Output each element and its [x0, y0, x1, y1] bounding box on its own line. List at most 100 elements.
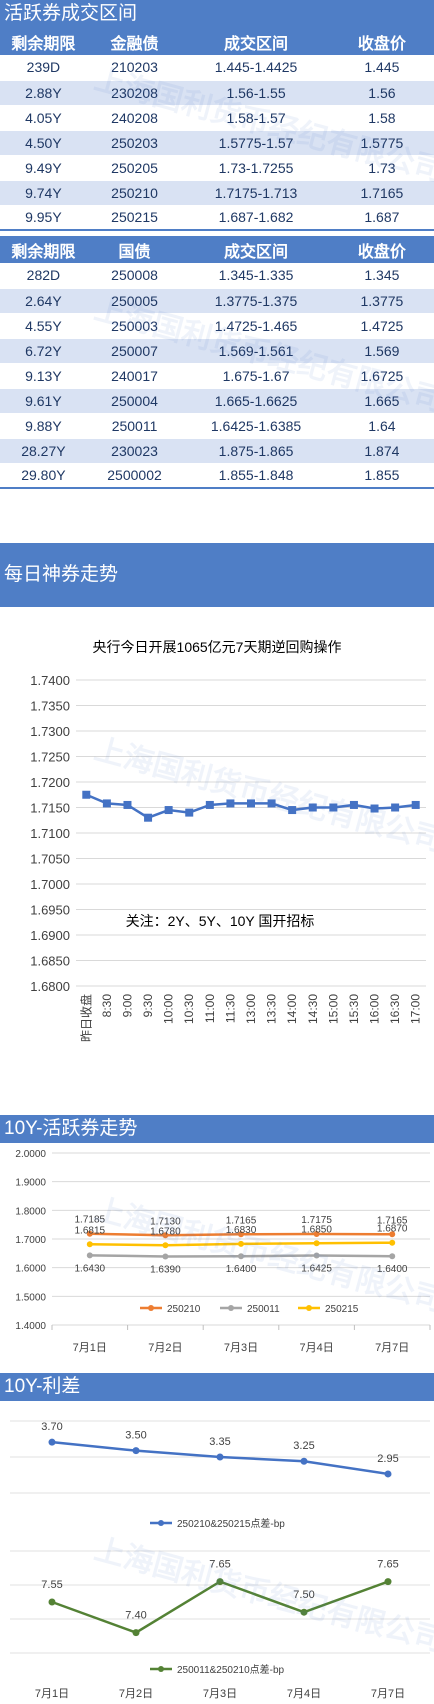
table-row: 4.05Y 240208 1.58-1.57 1.58 [0, 105, 434, 131]
data-point [86, 1230, 93, 1237]
cell-close: 1.687 [329, 205, 434, 231]
data-label: 1.6400 [226, 1264, 257, 1275]
chart-annotation: 关注：2Y、5Y、10Y 国开招标 [126, 913, 315, 929]
column-header-maturity: 剩余期限 [0, 28, 87, 55]
x-tick-label: 7月4日 [287, 1688, 321, 1700]
data-point [389, 1239, 396, 1246]
x-tick-label: 13:00 [244, 994, 258, 1024]
cell-bond-code: 250203 [86, 130, 183, 156]
data-point [162, 1253, 169, 1260]
cell-close: 1.6725 [329, 363, 434, 389]
spread-10y-chart: 3.70 3.50 3.35 3.25 2.95 7.55 7.40 7.65 7.50 7.65… [0, 1401, 434, 1704]
cell-maturity: 9.13Y [0, 363, 87, 389]
data-label: 3.50 [125, 1430, 146, 1442]
y-tick-label: 1.6900 [30, 928, 70, 943]
column-header-bond: 金融债 [86, 28, 183, 55]
y-tick-label: 1.7150 [30, 801, 70, 816]
x-tick-label: 10:30 [182, 994, 196, 1024]
cell-bond-code: 250205 [86, 155, 183, 181]
cell-close: 1.855 [329, 463, 434, 489]
cell-bond-code: 250008 [86, 263, 183, 289]
cell-bond-code: 230023 [86, 438, 183, 464]
data-point [411, 800, 420, 809]
y-tick-label: 1.7000 [30, 877, 70, 892]
cell-maturity: 9.61Y [0, 388, 87, 414]
data-label: 3.35 [209, 1436, 230, 1448]
cell-maturity: 4.05Y [0, 105, 87, 131]
legend-marker [158, 1666, 164, 1672]
cell-range: 1.7175-1.713 [182, 180, 330, 206]
cell-bond-code: 240017 [86, 363, 183, 389]
data-point [123, 800, 132, 809]
financial-bonds-table: 剩余期限 金融债 成交区间 收盘价 239D 210203 1.445-1.4425… [0, 28, 434, 231]
x-tick-label: 11:00 [203, 994, 217, 1023]
data-point [102, 799, 111, 808]
table-row: 4.55Y 250003 1.4725-1.465 1.4725 [0, 313, 434, 339]
cell-close: 1.73 [329, 155, 434, 181]
data-point [370, 804, 379, 813]
cell-range: 1.3775-1.375 [182, 288, 330, 314]
cell-range: 1.855-1.848 [182, 463, 330, 489]
column-header-close: 收盘价 [329, 28, 434, 55]
column-header-range: 成交区间 [182, 28, 330, 55]
column-header-close: 收盘价 [329, 236, 434, 263]
y-tick-label: 1.6800 [30, 979, 70, 994]
cell-maturity: 2.88Y [0, 80, 87, 106]
cell-range: 1.665-1.6625 [182, 388, 330, 414]
data-point [349, 800, 358, 809]
series-line [51, 1580, 389, 1634]
data-label: 1.6430 [75, 1263, 106, 1274]
x-tick-label: 10:00 [162, 994, 176, 1024]
data-point [86, 1241, 93, 1248]
cell-maturity: 2.64Y [0, 288, 87, 314]
data-point [164, 806, 173, 815]
cell-close: 1.5775 [329, 130, 434, 156]
cell-close: 1.874 [329, 438, 434, 464]
cell-maturity: 9.88Y [0, 413, 87, 439]
data-label: 1.6830 [226, 1225, 257, 1236]
x-tick-label: 8:30 [100, 994, 114, 1018]
data-label: 7.65 [209, 1559, 230, 1571]
data-point [162, 1242, 169, 1249]
cell-range: 1.569-1.561 [182, 338, 330, 364]
y-tick-label: 1.6000 [15, 1264, 46, 1275]
y-tick-label: 1.4000 [15, 1321, 46, 1332]
data-label: 1.7185 [75, 1215, 106, 1226]
data-point [391, 803, 400, 812]
data-point [313, 1240, 320, 1247]
cell-range: 1.73-1.7255 [182, 155, 330, 181]
data-point [144, 813, 153, 822]
data-label: 3.25 [293, 1440, 314, 1452]
data-point [389, 1253, 396, 1260]
x-tick-label: 14:30 [306, 994, 320, 1024]
data-point [247, 799, 255, 808]
cell-close: 1.445 [329, 55, 434, 81]
y-tick-label: 1.7300 [30, 724, 70, 739]
data-point [132, 1447, 140, 1455]
data-point [384, 1578, 392, 1586]
cell-close: 1.3775 [329, 288, 434, 314]
y-tick-label: 1.7250 [30, 750, 70, 765]
data-point [86, 1252, 93, 1259]
daily-bond-title: 每日神券走势 [0, 543, 434, 607]
x-tick-label: 7月7日 [371, 1688, 405, 1700]
data-point [185, 808, 194, 817]
x-tick-label: 15:30 [347, 994, 361, 1024]
data-label: 1.6850 [301, 1224, 332, 1235]
x-tick-label: 16:00 [368, 994, 382, 1024]
legend-label: 250011 [247, 1304, 280, 1315]
x-tick-label: 14:00 [285, 994, 299, 1024]
legend-label: 250215 [325, 1304, 359, 1315]
y-tick-label: 1.7050 [30, 852, 70, 867]
cell-range: 1.675-1.67 [182, 363, 330, 389]
y-tick-label: 1.7000 [15, 1235, 46, 1246]
cell-range: 1.6425-1.6385 [182, 413, 330, 439]
data-label: 7.50 [293, 1589, 314, 1601]
data-point [238, 1253, 244, 1260]
legend-marker [148, 1305, 154, 1311]
data-point [226, 799, 235, 808]
cell-maturity: 9.74Y [0, 180, 87, 206]
data-point [216, 1453, 224, 1461]
active-10y-chart: 1.4000 1.5000 1.6000 1.7000 1.8000 1.9000 2.00… [0, 1143, 434, 1360]
cell-bond-code: 250210 [86, 180, 183, 206]
